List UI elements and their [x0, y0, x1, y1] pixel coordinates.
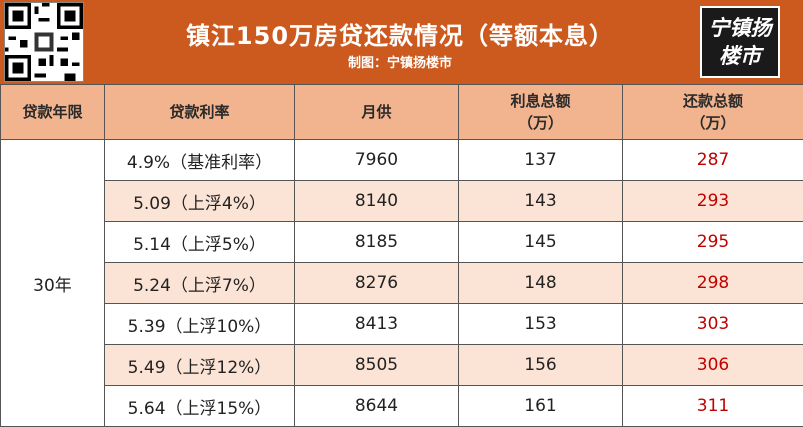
- logo-line-2: 楼市: [702, 42, 778, 70]
- interest-cell: 145: [459, 222, 623, 263]
- page-subtitle: 制图：宁镇扬楼市: [170, 52, 630, 71]
- page-title: 镇江150万房贷还款情况（等额本息）: [170, 16, 630, 51]
- interest-cell: 137: [459, 140, 623, 181]
- qr-code-icon[interactable]: [4, 2, 84, 82]
- total-repay-cell: 311: [623, 386, 803, 427]
- rate-cell: 5.49（上浮12%）: [105, 345, 295, 386]
- interest-cell: 148: [459, 263, 623, 304]
- rate-cell: 4.9%（基准利率）: [105, 140, 295, 181]
- table-row: 5.39（上浮10%） 8413 153 303: [1, 304, 803, 345]
- column-header-monthly: 月供: [295, 85, 459, 140]
- column-header-total: 还款总额（万）: [623, 85, 803, 140]
- total-repay-cell: 303: [623, 304, 803, 345]
- monthly-cell: 8644: [295, 386, 459, 427]
- total-repay-cell: 293: [623, 181, 803, 222]
- total-repay-cell: 306: [623, 345, 803, 386]
- brand-logo: 宁镇扬 楼市: [700, 6, 780, 78]
- interest-cell: 156: [459, 345, 623, 386]
- column-header-rate: 贷款利率: [105, 85, 295, 140]
- monthly-cell: 8413: [295, 304, 459, 345]
- table-row: 5.09（上浮4%） 8140 143 293: [1, 181, 803, 222]
- rate-cell: 5.24（上浮7%）: [105, 263, 295, 304]
- table-row: 5.49（上浮12%） 8505 156 306: [1, 345, 803, 386]
- table-row: 30年 4.9%（基准利率） 7960 137 287: [1, 140, 803, 181]
- interest-cell: 161: [459, 386, 623, 427]
- rate-cell: 5.14（上浮5%）: [105, 222, 295, 263]
- loan-term-cell: 30年: [1, 140, 105, 427]
- interest-cell: 153: [459, 304, 623, 345]
- table-row: 5.64（上浮15%） 8644 161 311: [1, 386, 803, 427]
- header-banner: 镇江150万房贷还款情况（等额本息） 制图：宁镇扬楼市 宁镇扬 楼市: [0, 0, 803, 84]
- rate-cell: 5.39（上浮10%）: [105, 304, 295, 345]
- total-repay-cell: 298: [623, 263, 803, 304]
- monthly-cell: 8505: [295, 345, 459, 386]
- total-repay-cell: 287: [623, 140, 803, 181]
- table-header-row: 贷款年限 贷款利率 月供 利息总额（万） 还款总额（万）: [1, 85, 803, 140]
- column-header-term: 贷款年限: [1, 85, 105, 140]
- monthly-cell: 7960: [295, 140, 459, 181]
- monthly-cell: 8185: [295, 222, 459, 263]
- monthly-cell: 8140: [295, 181, 459, 222]
- rate-cell: 5.09（上浮4%）: [105, 181, 295, 222]
- logo-line-1: 宁镇扬: [702, 14, 778, 42]
- column-header-interest: 利息总额（万）: [459, 85, 623, 140]
- monthly-cell: 8276: [295, 263, 459, 304]
- interest-cell: 143: [459, 181, 623, 222]
- rate-cell: 5.64（上浮15%）: [105, 386, 295, 427]
- total-repay-cell: 295: [623, 222, 803, 263]
- table-row: 5.14（上浮5%） 8185 145 295: [1, 222, 803, 263]
- table-row: 5.24（上浮7%） 8276 148 298: [1, 263, 803, 304]
- loan-table: 贷款年限 贷款利率 月供 利息总额（万） 还款总额（万） 30年 4.9%（基准…: [0, 84, 803, 427]
